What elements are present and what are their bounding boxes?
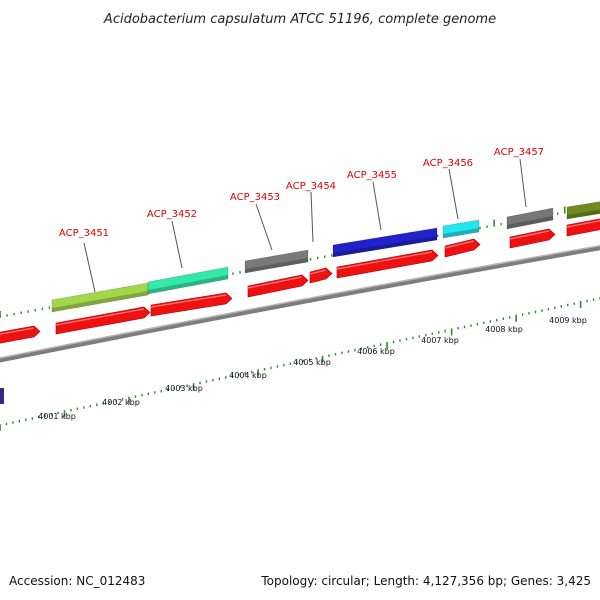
leader-line	[310, 191, 314, 243]
leader-line	[519, 158, 527, 208]
gene-label-acp-3454[interactable]: ACP_3454	[286, 181, 336, 192]
gene-block-acp-3453[interactable]	[244, 249, 309, 274]
gene-block-shadow	[333, 236, 437, 257]
leader-line	[171, 220, 183, 269]
kbp-label: 4001 kbp	[38, 412, 76, 421]
gene-block-shadow	[507, 216, 553, 229]
cds-arrow-highlight	[150, 294, 227, 308]
gene-blocks	[51, 200, 600, 313]
cds-arrow-highlight	[0, 327, 35, 335]
kbp-label: 4006 kbp	[357, 347, 395, 356]
leader-line	[83, 242, 96, 293]
cds-arrow-highlight	[509, 230, 550, 240]
kbp-label: 4008 kbp	[485, 325, 523, 334]
genome-backbone	[0, 245, 600, 363]
gene-label-acp-3455[interactable]: ACP_3455	[347, 170, 397, 181]
gene-labels: ACP_3451 ACP_3452 ACP_3453 ACP_3454 ACP_…	[59, 147, 544, 293]
kbp-label: 4004 kbp	[229, 371, 267, 380]
kbp-labels: 4001 kbp 4002 kbp 4003 kbp 4004 kbp 4005…	[38, 316, 587, 421]
gene-block-shadow	[52, 291, 148, 312]
partial-gene-block	[0, 388, 4, 404]
gene-label-acp-3457[interactable]: ACP_3457	[494, 147, 544, 158]
cds-arrow-highlight	[336, 251, 433, 270]
kbp-label: 4009 kbp	[549, 316, 587, 325]
cds-arrow	[309, 267, 333, 284]
gene-block-acp-3457[interactable]	[506, 207, 554, 230]
kbp-label: 4007 kbp	[421, 336, 459, 345]
cds-arrow-highlight	[55, 308, 145, 326]
accession-text: Accession: NC_012483	[9, 574, 146, 588]
gene-block-shadow	[567, 209, 600, 219]
map-title: Acidobacterium capsulatum ATCC 51196, co…	[103, 12, 496, 27]
cds-arrow	[336, 249, 439, 279]
cds-arrow-highlight	[247, 276, 303, 289]
cds-arrow-highlight	[444, 240, 475, 249]
gene-block-shadow	[245, 258, 308, 273]
leader-line	[255, 203, 273, 251]
gene-block-acp-3456[interactable]	[442, 219, 480, 239]
gene-label-acp-3453[interactable]: ACP_3453	[230, 192, 280, 203]
genome-summary-text: Topology: circular; Length: 4,127,356 bp…	[261, 574, 591, 588]
gene-label-acp-3456[interactable]: ACP_3456	[423, 158, 473, 169]
gene-label-acp-3451[interactable]: ACP_3451	[59, 228, 109, 239]
cds-track	[0, 218, 600, 344]
cds-arrow	[0, 325, 41, 344]
kbp-label: 4005 kbp	[293, 358, 331, 367]
gene-block-shadow	[148, 275, 228, 294]
cds-arrow	[247, 274, 309, 298]
kbp-label: 4002 kbp	[102, 398, 140, 407]
gene-block-acp-3452[interactable]	[147, 266, 229, 295]
cds-arrow	[509, 228, 556, 249]
gene-block[interactable]	[566, 200, 600, 220]
cds-arrow	[150, 292, 233, 317]
leader-line	[372, 181, 382, 231]
cds-arrow-highlight	[566, 220, 600, 228]
inner-tick-ring	[0, 297, 600, 431]
cds-arrow	[55, 306, 151, 335]
genome-backbone-highlight	[0, 244, 600, 359]
cds-arrow	[566, 218, 600, 237]
leader-line	[448, 168, 459, 220]
gene-block-acp-3455[interactable]	[332, 227, 438, 258]
gene-block-shadow	[443, 228, 479, 238]
kbp-label: 4003 kbp	[165, 384, 203, 393]
cds-arrow	[444, 238, 481, 258]
cds-arrow-highlight	[309, 269, 327, 275]
gene-label-acp-3452[interactable]: ACP_3452	[147, 209, 197, 220]
